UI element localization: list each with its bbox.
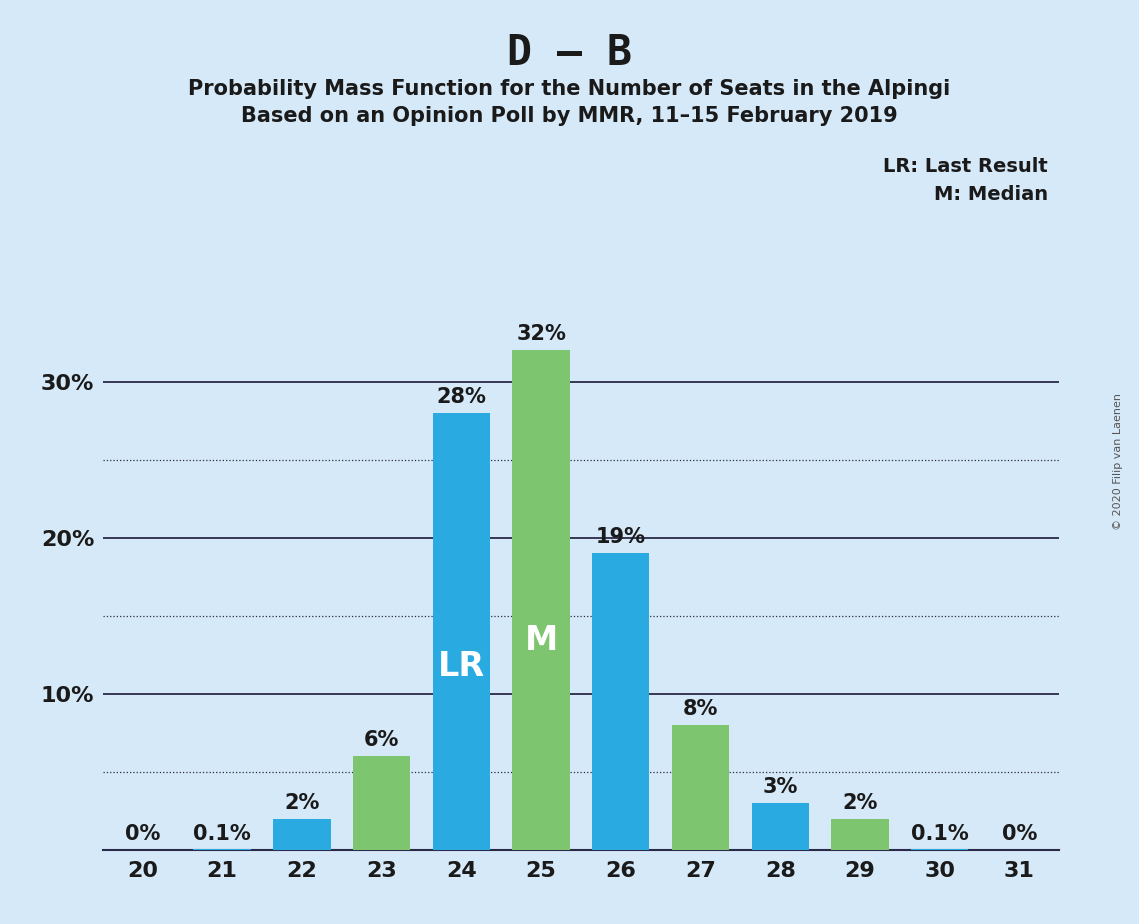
Text: M: M xyxy=(524,624,558,657)
Bar xyxy=(592,553,649,850)
Text: 2%: 2% xyxy=(284,793,320,812)
Bar xyxy=(273,819,330,850)
Text: 0.1%: 0.1% xyxy=(194,824,251,844)
Text: 19%: 19% xyxy=(596,527,646,547)
Text: 3%: 3% xyxy=(762,777,798,797)
Bar xyxy=(353,757,410,850)
Text: 0%: 0% xyxy=(1001,824,1038,844)
Text: 2%: 2% xyxy=(842,793,878,812)
Text: LR: LR xyxy=(437,650,485,683)
Text: Probability Mass Function for the Number of Seats in the Alpingi: Probability Mass Function for the Number… xyxy=(188,79,951,99)
Bar xyxy=(911,848,968,850)
Text: 0.1%: 0.1% xyxy=(911,824,968,844)
Bar xyxy=(831,819,888,850)
Bar xyxy=(194,848,251,850)
Text: 6%: 6% xyxy=(363,730,400,750)
Text: 28%: 28% xyxy=(436,386,486,407)
Text: 32%: 32% xyxy=(516,324,566,344)
Text: D – B: D – B xyxy=(507,32,632,74)
Bar xyxy=(433,413,490,850)
Text: © 2020 Filip van Laenen: © 2020 Filip van Laenen xyxy=(1114,394,1123,530)
Text: LR: Last Result: LR: Last Result xyxy=(883,157,1048,176)
Bar xyxy=(672,725,729,850)
Text: 8%: 8% xyxy=(682,699,719,719)
Text: 0%: 0% xyxy=(124,824,161,844)
Text: M: Median: M: Median xyxy=(934,185,1048,204)
Bar xyxy=(752,803,809,850)
Text: Based on an Opinion Poll by MMR, 11–15 February 2019: Based on an Opinion Poll by MMR, 11–15 F… xyxy=(241,106,898,127)
Bar xyxy=(513,350,570,850)
